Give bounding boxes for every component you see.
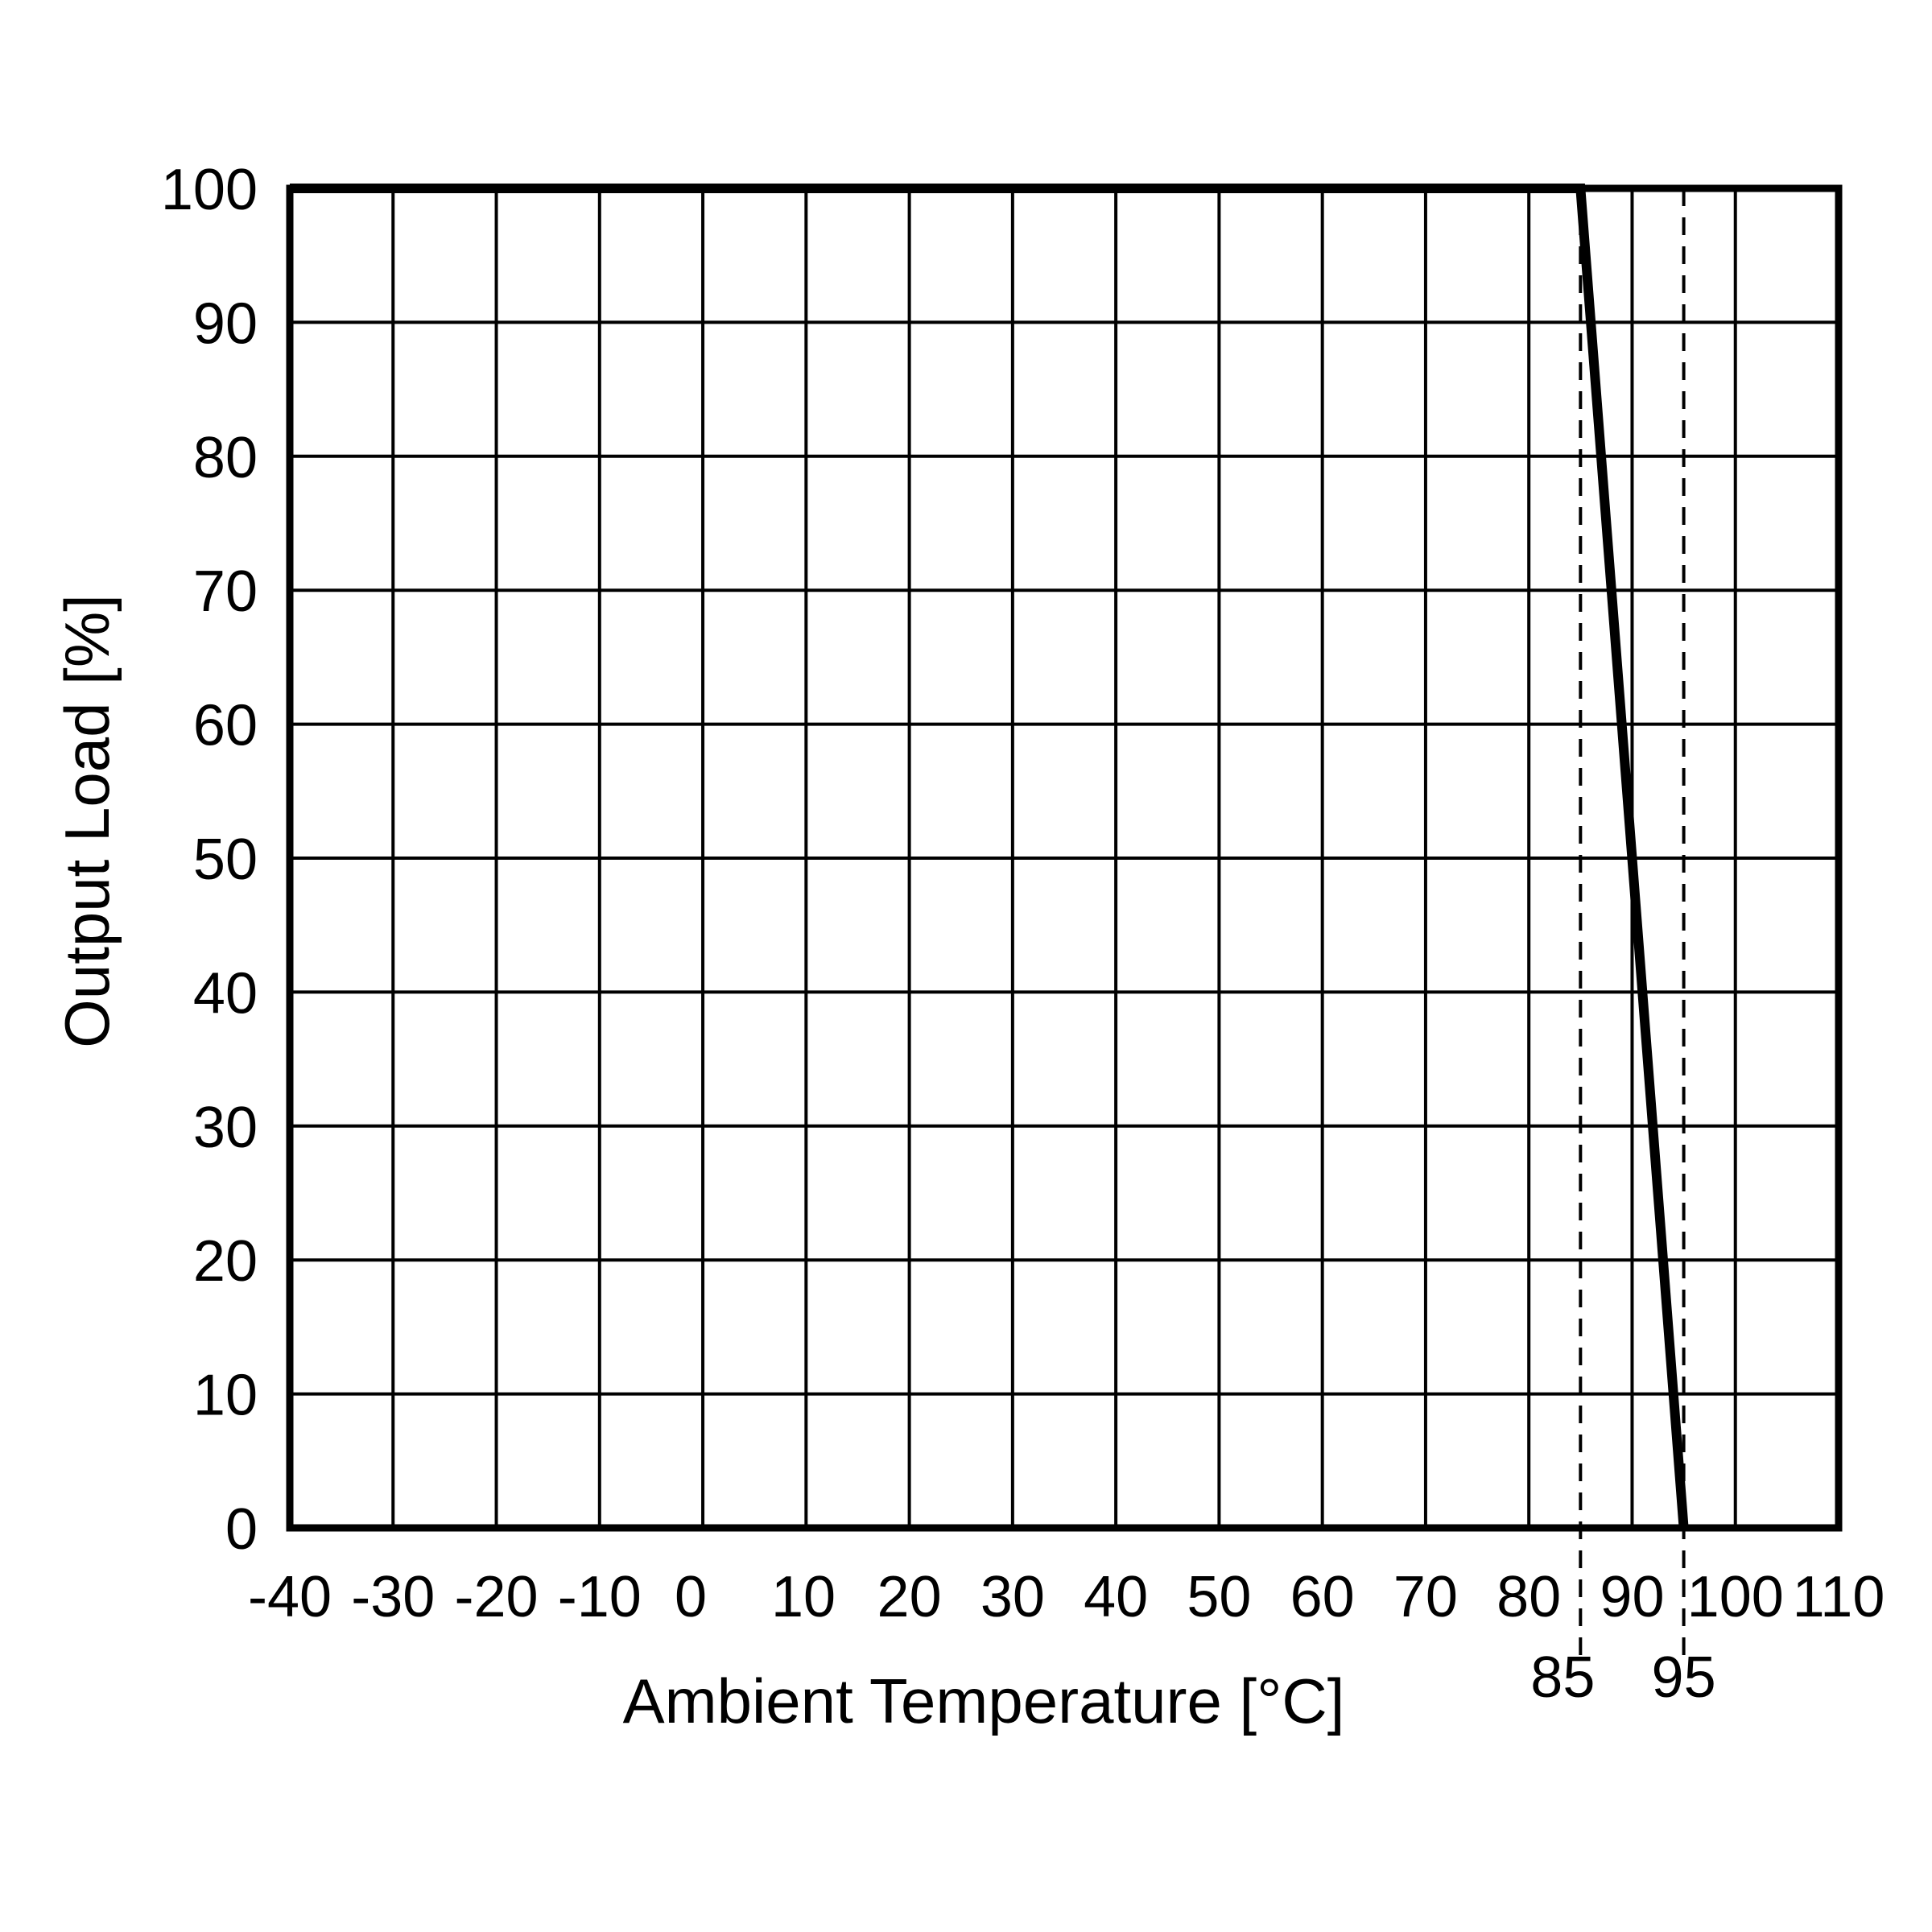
reference-label-95: 95 [1652,1645,1716,1710]
y-axis-label: Output Load [%] [52,594,122,1048]
y-tick-label: 20 [193,1229,258,1294]
y-tick-label: 100 [161,158,258,222]
x-tick-label: -30 [351,1565,435,1629]
x-tick-label: 50 [1187,1565,1251,1629]
x-tick-label: 80 [1496,1565,1561,1629]
y-tick-labels: 0 10 20 30 40 50 60 70 80 90 100 [161,158,258,1562]
x-axis-label: Ambient Temperature [°C] [623,1666,1345,1736]
x-tick-label: 40 [1084,1565,1148,1629]
reference-labels: 85 95 [1530,1645,1715,1710]
x-tick-label: 100 [1687,1565,1784,1629]
reference-lines [1579,188,1686,1660]
x-tick-label: 60 [1290,1565,1355,1629]
x-tick-label: 30 [980,1565,1045,1629]
y-tick-label: 10 [193,1364,258,1428]
plot-frame [286,184,1843,1532]
x-tick-label: 10 [771,1565,836,1629]
grid [290,187,1839,1528]
x-tick-label: 110 [1793,1565,1885,1629]
y-tick-label: 40 [193,961,258,1026]
y-tick-label: 50 [193,828,258,892]
y-tick-label: 80 [193,426,258,490]
x-tick-label: 0 [675,1565,707,1629]
x-tick-label: -10 [558,1565,642,1629]
x-tick-labels: -40 -30 -20 -10 0 10 20 30 40 50 60 70 80 90 100 110 [248,1565,1885,1629]
y-tick-label: 0 [225,1497,258,1562]
x-tick-label: -20 [455,1565,539,1629]
reference-label-85: 85 [1530,1645,1595,1710]
y-tick-label: 30 [193,1096,258,1160]
x-tick-label: 20 [877,1565,942,1629]
y-tick-label: 70 [193,559,258,624]
x-tick-label: -40 [248,1565,332,1629]
x-tick-label: 90 [1600,1565,1664,1629]
x-tick-label: 70 [1393,1565,1458,1629]
y-tick-label: 90 [193,291,258,356]
y-tick-label: 60 [193,694,258,758]
